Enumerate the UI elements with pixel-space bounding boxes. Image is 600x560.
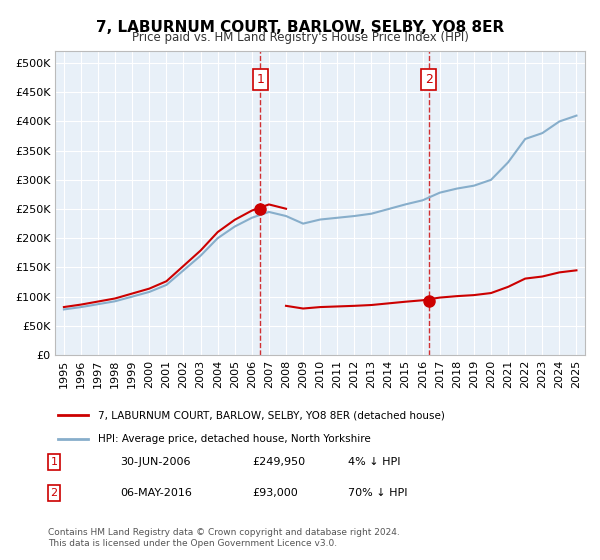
- Text: 2: 2: [50, 488, 58, 498]
- Text: 70% ↓ HPI: 70% ↓ HPI: [348, 488, 407, 498]
- Text: 2: 2: [425, 73, 433, 86]
- Text: 1: 1: [50, 457, 58, 467]
- Text: 30-JUN-2006: 30-JUN-2006: [120, 457, 191, 467]
- Text: HPI: Average price, detached house, North Yorkshire: HPI: Average price, detached house, Nort…: [98, 434, 371, 444]
- Text: 4% ↓ HPI: 4% ↓ HPI: [348, 457, 401, 467]
- Text: Contains HM Land Registry data © Crown copyright and database right 2024.
This d: Contains HM Land Registry data © Crown c…: [48, 528, 400, 548]
- Text: £249,950: £249,950: [252, 457, 305, 467]
- Text: 7, LABURNUM COURT, BARLOW, SELBY, YO8 8ER: 7, LABURNUM COURT, BARLOW, SELBY, YO8 8E…: [96, 20, 504, 35]
- Text: 06-MAY-2016: 06-MAY-2016: [120, 488, 192, 498]
- Text: £93,000: £93,000: [252, 488, 298, 498]
- Text: Price paid vs. HM Land Registry's House Price Index (HPI): Price paid vs. HM Land Registry's House …: [131, 31, 469, 44]
- Text: 1: 1: [256, 73, 265, 86]
- Text: 7, LABURNUM COURT, BARLOW, SELBY, YO8 8ER (detached house): 7, LABURNUM COURT, BARLOW, SELBY, YO8 8E…: [98, 410, 445, 420]
